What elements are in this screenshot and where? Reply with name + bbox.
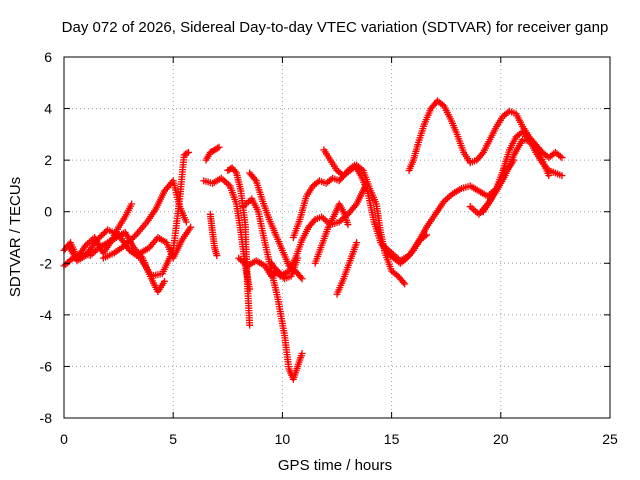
data-point xyxy=(131,232,139,240)
data-point xyxy=(187,223,195,231)
series-arc14 xyxy=(311,200,352,267)
series-arc12 xyxy=(267,182,369,280)
series-arc21 xyxy=(466,136,553,218)
series-arc22 xyxy=(206,210,221,260)
series-arc4 xyxy=(99,177,190,262)
data-point xyxy=(353,239,361,247)
series-arc19 xyxy=(405,97,566,174)
data-point xyxy=(128,200,136,208)
data-point xyxy=(214,144,222,152)
data-point xyxy=(215,143,223,151)
series-arc3 xyxy=(64,148,192,280)
data-point xyxy=(298,350,306,358)
series-arc11 xyxy=(246,169,306,283)
data-point xyxy=(297,273,305,281)
data-point xyxy=(182,218,190,226)
data-point xyxy=(213,252,221,260)
data-point xyxy=(344,221,352,229)
y-tick-label: 2 xyxy=(44,152,52,168)
y-tick-label: -8 xyxy=(40,410,53,426)
series-arc5 xyxy=(136,223,195,262)
data-points xyxy=(60,97,566,383)
data-point xyxy=(184,148,192,156)
y-tick-label: -6 xyxy=(40,358,53,374)
x-tick-label: 5 xyxy=(169,431,177,447)
data-point xyxy=(556,152,564,160)
data-point xyxy=(298,275,306,283)
x-axis-label: GPS time / hours xyxy=(278,457,392,474)
data-point xyxy=(183,149,191,157)
chart-title: Day 072 of 2026, Sidereal Day-to-day VTE… xyxy=(62,19,609,36)
data-point xyxy=(558,172,566,180)
y-axis-label: SDTVAR / TECUs xyxy=(7,177,24,297)
y-tick-label: 6 xyxy=(44,49,52,65)
plot-frame xyxy=(63,56,611,419)
x-tick-label: 20 xyxy=(493,431,509,447)
data-point xyxy=(545,172,553,180)
y-tick-label: -4 xyxy=(40,307,53,323)
data-point xyxy=(478,150,486,158)
data-point xyxy=(160,277,168,285)
y-tick-label: 0 xyxy=(44,204,52,220)
axis-ticks: 0 5 10 15 20 25 -8 -6 -4 -2 0 2 4 6 xyxy=(40,49,618,447)
x-tick-label: 15 xyxy=(384,431,400,447)
series-arc17 xyxy=(333,239,361,298)
series-arc6 xyxy=(202,143,223,164)
data-point xyxy=(558,154,566,162)
data-point xyxy=(399,278,407,286)
y-tick-label: -2 xyxy=(40,255,53,271)
x-tick-label: 25 xyxy=(602,431,618,447)
x-tick-label: 0 xyxy=(60,431,68,447)
x-tick-label: 10 xyxy=(275,431,291,447)
data-point xyxy=(246,321,254,329)
y-tick-label: 4 xyxy=(44,101,52,117)
data-point xyxy=(251,175,259,183)
data-point xyxy=(401,280,409,288)
